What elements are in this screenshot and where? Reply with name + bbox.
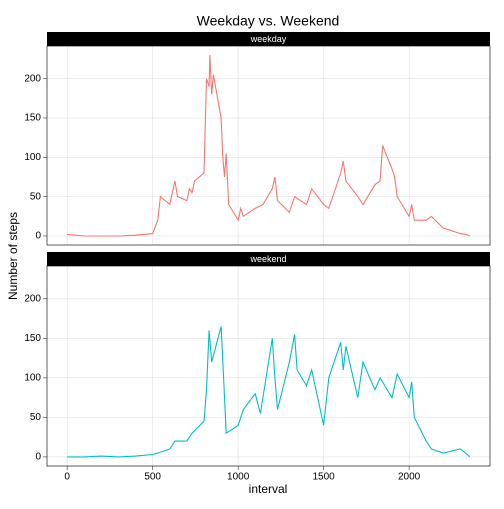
facet-strip-label: weekday xyxy=(250,34,287,44)
y-tick-label: 200 xyxy=(24,73,41,84)
x-tick-label: 1500 xyxy=(313,472,336,483)
facet-strip xyxy=(47,252,490,266)
facet-strip-label: weekend xyxy=(249,254,286,264)
y-axis-label: Number of steps xyxy=(6,212,20,300)
x-tick-label: 0 xyxy=(64,472,70,483)
x-tick-label: 1000 xyxy=(227,472,250,483)
y-tick-label: 50 xyxy=(30,412,42,423)
x-tick-label: 500 xyxy=(144,472,161,483)
facet-strip xyxy=(47,32,490,46)
y-tick-label: 200 xyxy=(24,293,41,304)
x-axis-label: interval xyxy=(249,482,288,496)
series-line xyxy=(67,326,471,458)
chart-title: Weekday vs. Weekend xyxy=(197,13,340,29)
y-tick-label: 100 xyxy=(24,152,41,163)
panel-background xyxy=(47,266,490,466)
y-tick-label: 0 xyxy=(35,452,41,463)
y-tick-label: 50 xyxy=(30,191,42,202)
x-tick-label: 2000 xyxy=(398,472,421,483)
panel-background xyxy=(47,46,490,245)
y-tick-label: 150 xyxy=(24,333,41,344)
series-line xyxy=(67,54,470,237)
y-tick-label: 150 xyxy=(24,113,41,124)
y-tick-label: 0 xyxy=(35,231,41,242)
y-tick-label: 100 xyxy=(24,372,41,383)
